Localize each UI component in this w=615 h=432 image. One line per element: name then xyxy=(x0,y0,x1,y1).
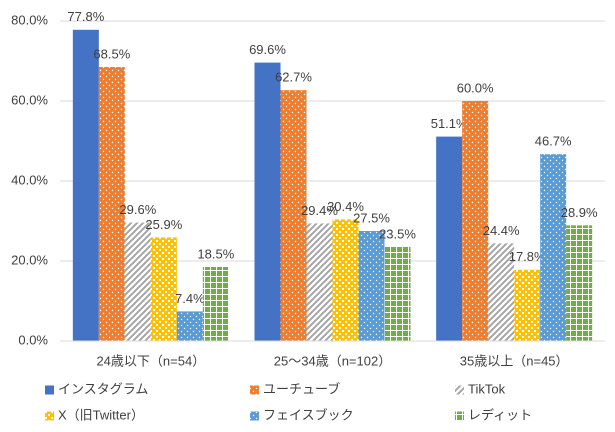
bar xyxy=(254,62,281,341)
data-label: 24.4% xyxy=(483,223,520,238)
bar xyxy=(280,90,307,341)
data-label: 68.5% xyxy=(93,46,130,61)
legend-label: フェイスブック xyxy=(263,407,354,422)
legend-marker xyxy=(250,385,259,395)
legend-label: TikTok xyxy=(468,381,506,396)
legend-label: X（旧Twitter） xyxy=(58,407,144,422)
data-label: 30.4% xyxy=(327,199,364,214)
legend-marker xyxy=(250,411,259,421)
bar xyxy=(436,136,463,341)
y-tick-label: 80.0% xyxy=(11,12,48,27)
data-label: 51.1% xyxy=(431,116,468,131)
bar xyxy=(72,29,99,342)
data-label: 60.0% xyxy=(457,80,494,95)
data-label: 23.5% xyxy=(379,226,416,241)
data-label: 29.4% xyxy=(301,203,338,218)
legend-label: レディット xyxy=(468,407,532,422)
bar xyxy=(462,101,489,341)
bar xyxy=(306,223,333,341)
bar xyxy=(566,225,593,341)
bar xyxy=(202,267,229,341)
data-label: 18.5% xyxy=(197,246,234,261)
legend-marker xyxy=(455,411,464,421)
data-label: 77.8% xyxy=(67,9,104,24)
bar xyxy=(98,67,125,341)
x-tick-label: 24歳以下（n=54） xyxy=(96,353,205,368)
data-label: 62.7% xyxy=(275,70,312,85)
legend-marker xyxy=(45,385,54,395)
data-label: 28.9% xyxy=(561,205,598,220)
data-label: 46.7% xyxy=(535,134,572,149)
data-label: 17.8% xyxy=(509,249,546,264)
legend-label: インスタグラム xyxy=(58,381,148,396)
data-label: 7.4% xyxy=(175,291,205,306)
bar xyxy=(384,247,411,341)
x-tick-label: 25～34歳（n=102） xyxy=(274,353,391,368)
y-tick-label: 0.0% xyxy=(18,332,48,347)
bar xyxy=(124,222,151,341)
bar xyxy=(488,243,515,341)
data-label: 25.9% xyxy=(145,217,182,232)
bar xyxy=(540,154,567,341)
bar xyxy=(332,219,359,341)
x-tick-label: 35歳以上（n=45） xyxy=(460,353,569,368)
legend-marker xyxy=(455,385,464,395)
bar xyxy=(150,237,177,341)
y-tick-label: 60.0% xyxy=(11,92,48,107)
legend-marker xyxy=(45,411,54,421)
y-tick-label: 40.0% xyxy=(11,172,48,187)
bar xyxy=(514,269,541,341)
data-label: 29.6% xyxy=(119,202,156,217)
bar xyxy=(176,311,203,341)
data-label: 69.6% xyxy=(249,42,286,57)
legend-label: ユーチューブ xyxy=(263,381,340,396)
data-label: 27.5% xyxy=(353,210,390,225)
y-tick-label: 20.0% xyxy=(11,252,48,267)
bar xyxy=(358,231,385,341)
